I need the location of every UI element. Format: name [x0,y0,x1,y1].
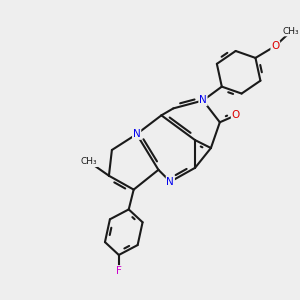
Text: N: N [133,129,140,139]
Text: F: F [116,266,122,276]
Text: N: N [167,177,174,187]
Text: O: O [232,110,240,120]
Text: O: O [271,41,279,51]
Text: N: N [199,95,207,106]
Text: CH₃: CH₃ [81,158,98,166]
Text: CH₃: CH₃ [283,27,299,36]
